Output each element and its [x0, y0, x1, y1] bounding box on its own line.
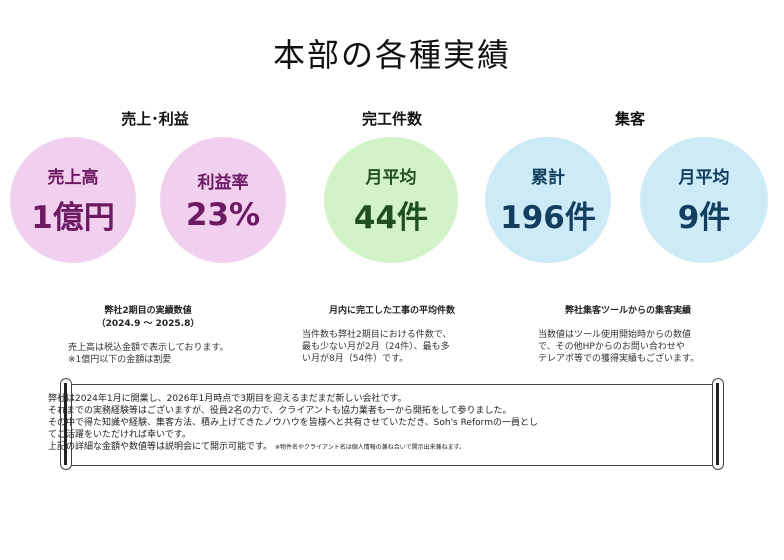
scroll-text: 弊社は2024年1月に開業し、2026年1月時点で3期目を迎えるまだまだ新しい会…	[48, 393, 688, 454]
completed-desc-line: い月が8月（54件）です。	[302, 354, 409, 364]
section-heading-completed: 完工件数	[361, 110, 422, 128]
section-heading-sales: 売上･利益	[121, 110, 189, 128]
completed-desc-line: 最も少ない月が2月（24件）、最も多	[302, 342, 450, 352]
scroll-line: 弊社は2024年1月に開業し、2026年1月時点で3期目を迎えるまだまだ新しい会…	[48, 394, 407, 404]
completed-monthly-circle: 月平均 44件	[324, 137, 458, 263]
sales-caption-range: （2024.9 ～ 2025.8）	[96, 319, 200, 329]
customers-monthly-label: 月平均	[678, 168, 730, 188]
scroll-roll-right	[712, 378, 724, 470]
scroll-line: それまでの実務経験等はございますが、役員2名の力で、クライアントも協力業者も一か…	[48, 406, 512, 416]
customers-desc-line: 当数値はツール使用開始時からの数値	[538, 330, 692, 340]
completed-caption-title: 月内に完工した工事の平均件数	[328, 306, 455, 316]
profit-rate-value: 23%	[185, 196, 261, 233]
sales-desc-line: ※1億円以下の金額は割愛	[68, 355, 172, 365]
scroll-disclosure-text: 上記の詳細な金額や数値等は説明会にて開示可能です。	[48, 442, 273, 452]
scroll-privacy-note: ※物件名やクライアント名は個人情報の兼ね合いで開示出来兼ねます。	[274, 444, 465, 451]
completed-desc-line: 当件数も弊社2期目における件数で、	[302, 330, 452, 340]
profit-rate-label: 利益率	[197, 172, 249, 193]
completed-monthly-label: 月平均	[365, 168, 417, 188]
scroll-roll-left	[60, 378, 72, 470]
sales-desc-line: 売上高は税込金額で表示しております。	[68, 343, 229, 353]
customers-total-label: 累計	[531, 168, 565, 188]
sales-revenue-label: 売上高	[47, 168, 99, 188]
sales-caption-title: 弊社2期目の実績数値	[104, 306, 192, 316]
customers-description: 当数値はツール使用開始時からの数値 で、その他HPからのお問い合わせや テレアポ…	[538, 329, 699, 365]
customers-desc-line: テレアポ等での獲得実績もございます。	[538, 354, 700, 364]
completed-monthly-value: 44件	[353, 200, 429, 236]
section-heading-customers: 集客	[614, 110, 645, 128]
page-title: 本部の各種実績	[272, 36, 511, 74]
scroll-last-line: 上記の詳細な金額や数値等は説明会にて開示可能です。 ※物件名やクライアント名は個…	[48, 441, 688, 454]
customers-total-circle: 累計 196件	[485, 137, 611, 263]
customers-monthly-circle: 月平均 9件	[640, 137, 768, 263]
customers-caption-title: 弊社集客ツールからの集客実績	[564, 306, 691, 316]
customers-monthly-value: 9件	[677, 200, 731, 236]
scroll-line: てご活躍をいただければ幸いです。	[48, 430, 191, 440]
sales-revenue-value: 1億円	[31, 200, 115, 236]
completed-description: 当件数も弊社2期目における件数で、 最も少ない月が2月（24件）、最も多 い月が…	[302, 329, 451, 365]
profit-rate-circle: 利益率 23%	[160, 137, 286, 263]
customers-total-value: 196件	[500, 200, 596, 236]
scroll-line: その中で得た知識や経験、集客方法、積み上げてきたノウハウを皆様へと共有させていた…	[48, 418, 538, 428]
customers-desc-line: で、その他HPからのお問い合わせや	[538, 342, 685, 352]
sales-revenue-circle: 売上高 1億円	[10, 137, 136, 263]
scroll-body	[70, 384, 714, 466]
sales-description: 売上高は税込金額で表示しております。 ※1億円以下の金額は割愛	[68, 342, 229, 366]
scroll-banner	[60, 378, 724, 470]
